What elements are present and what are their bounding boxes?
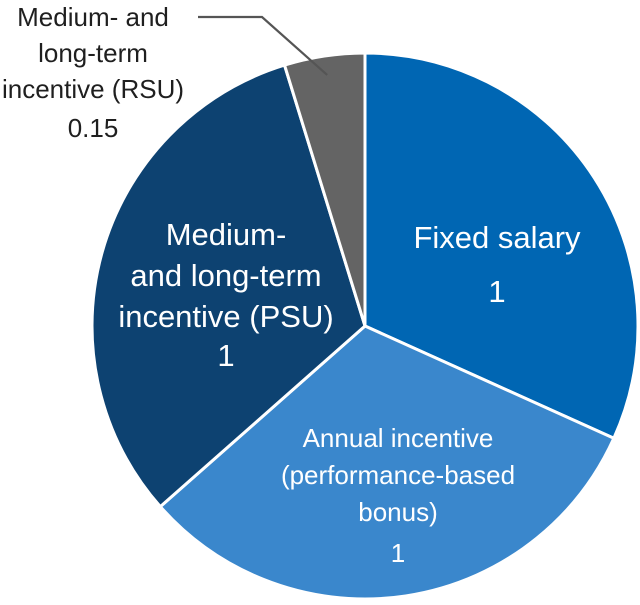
- slice-label-line: long-term: [38, 38, 148, 68]
- pie-slice-0: [363, 51, 640, 440]
- pie-slices: [90, 51, 640, 601]
- slice-label-line: and long-term: [130, 258, 321, 293]
- slice-value-label: 1: [488, 274, 505, 309]
- slice-label-0: Fixed salary 1: [413, 220, 581, 309]
- slice-label-line: incentive (PSU): [118, 299, 333, 334]
- slice-labels: Fixed salary 1 Annual incentive (performanc…: [2, 2, 581, 568]
- slice-label-1: Annual incentive (performance-based bonus)…: [281, 423, 515, 568]
- slice-label-line: Medium- and: [17, 2, 169, 32]
- slice-label-line: bonus): [358, 497, 438, 527]
- slice-label-line: (performance-based: [281, 460, 515, 490]
- pie-slice-2: [90, 63, 367, 509]
- slice-label-line: incentive (RSU): [2, 74, 184, 104]
- leader-lines: [198, 15, 328, 76]
- slice-label-2: Medium-and long-term incentive (PSU) 1: [118, 217, 333, 373]
- slice-label-line: Medium-: [166, 217, 287, 252]
- slice-label-3: Medium- and long-term incentive (RSU) 0.15: [2, 2, 184, 143]
- slice-label-line: Fixed salary: [413, 220, 581, 255]
- slice-value-label: 1: [391, 538, 405, 568]
- pie-slice-1: [158, 324, 616, 601]
- leader-line-rsu: [198, 15, 328, 76]
- slice-value-label: 1: [217, 338, 234, 373]
- slice-label-line: Annual incentive: [303, 423, 494, 453]
- slice-value-label: 0.15: [68, 113, 119, 143]
- pie-slice-3: [283, 51, 367, 328]
